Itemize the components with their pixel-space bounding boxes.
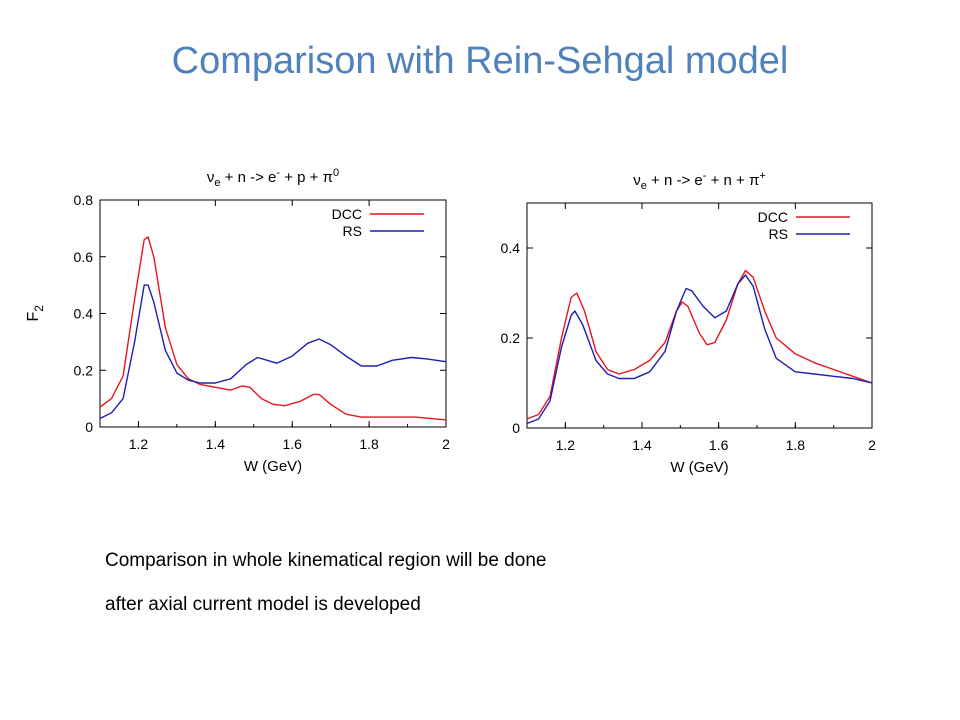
series-line-dcc xyxy=(526,269,873,420)
plot-frame xyxy=(526,202,873,429)
x-tick-label: 1.2 xyxy=(556,437,576,453)
y-tick-label: 0.2 xyxy=(74,362,94,378)
x-tick-label: 1.4 xyxy=(632,437,652,453)
y-tick-label: 0.2 xyxy=(501,330,521,346)
x-tick-label: 1.2 xyxy=(129,436,149,452)
series-line-dcc xyxy=(99,236,447,421)
slide-title: Comparison with Rein-Sehgal model xyxy=(171,40,789,82)
y-tick-label: 0 xyxy=(512,420,520,436)
x-tick-label: 2 xyxy=(868,437,876,453)
y-tick-label: 0.4 xyxy=(74,306,94,322)
plot-frame xyxy=(99,199,447,428)
y-tick-label: 0.6 xyxy=(74,249,94,265)
legend-label-dcc: DCC xyxy=(332,206,362,222)
x-tick-label: 1.6 xyxy=(282,436,302,452)
legend-label-rs: RS xyxy=(769,226,788,242)
x-tick-label: 1.8 xyxy=(359,436,379,452)
x-tick-label: 2 xyxy=(442,436,450,452)
x-tick-label: 1.6 xyxy=(709,437,729,453)
note-line-2: after axial current model is developed xyxy=(105,594,421,615)
y-tick-label: 0 xyxy=(85,419,93,435)
series-line-rs xyxy=(99,284,447,420)
x-tick-label: 1.8 xyxy=(786,437,806,453)
series-line-rs xyxy=(526,274,873,425)
x-axis-label: W (GeV) xyxy=(244,458,302,475)
x-tick-label: 1.4 xyxy=(206,436,226,452)
chart-title: νe + n -> e- + p + π0 xyxy=(207,167,339,189)
y-tick-label: 0.8 xyxy=(74,192,94,208)
note-line-1: Comparison in whole kinematical region w… xyxy=(105,550,547,571)
x-axis-label: W (GeV) xyxy=(670,459,728,476)
y-axis-label: F2 xyxy=(25,305,46,322)
chart-f2-piplus: νe + n -> e- + n + π+ 1.2 1.4 1.6 1.8 2 0 0.2 0.… xyxy=(501,170,877,476)
legend-label-dcc: DCC xyxy=(758,209,788,225)
legend-label-rs: RS xyxy=(343,223,362,239)
chart-f2-pi0: νe + n -> e- + p + π0 1.2 1.4 1.6 1.8 2 0 0.2 0.… xyxy=(25,167,450,475)
chart-title: νe + n -> e- + n + π+ xyxy=(633,170,766,192)
y-tick-label: 0.4 xyxy=(501,240,521,256)
